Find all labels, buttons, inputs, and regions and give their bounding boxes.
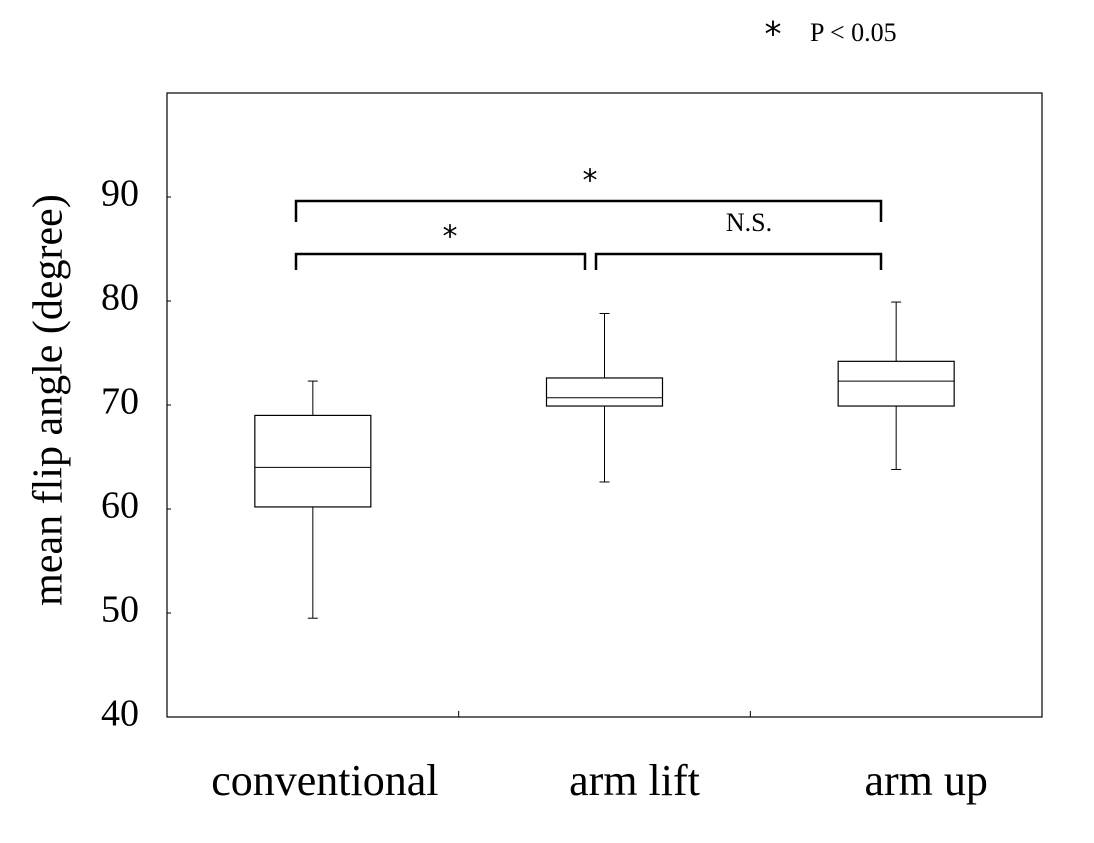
box: [254, 414, 372, 508]
box: [545, 377, 664, 407]
significance-bracket: [594, 252, 883, 270]
note-symbol: *: [765, 15, 782, 55]
y-tick-label: 60: [101, 485, 139, 527]
significance-label: N.S.: [726, 208, 772, 237]
y-tick-label: 50: [101, 589, 139, 631]
x-tick-label: conventional: [211, 756, 438, 805]
significance-label: *: [443, 220, 458, 255]
significance-bracket: [294, 199, 883, 222]
plot-frame: [166, 92, 1043, 718]
box: [837, 360, 955, 407]
x-tick-label: arm up: [864, 756, 987, 805]
significance-bracket: [294, 252, 587, 270]
x-tick-label: arm lift: [569, 756, 700, 805]
y-axis-label: mean flip angle (degree): [26, 194, 72, 606]
y-tick-label: 90: [101, 173, 139, 215]
note-text: P < 0.05: [810, 18, 897, 47]
y-tick-label: 40: [101, 693, 139, 735]
y-tick-label: 80: [101, 277, 139, 319]
y-tick-label: 70: [101, 381, 139, 423]
significance-label: *: [583, 164, 598, 199]
